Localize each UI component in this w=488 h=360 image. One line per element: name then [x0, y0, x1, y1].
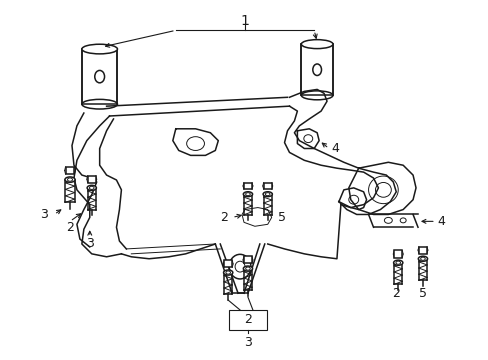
Text: 3: 3	[41, 208, 48, 221]
Text: 2: 2	[66, 221, 74, 234]
Bar	[263, 183, 271, 189]
Ellipse shape	[223, 270, 232, 275]
Bar	[393, 251, 402, 258]
Text: 5: 5	[418, 287, 426, 300]
Ellipse shape	[245, 267, 250, 270]
Text: 5: 5	[277, 211, 285, 224]
Text: 4: 4	[330, 142, 338, 155]
Bar	[65, 167, 74, 174]
Ellipse shape	[312, 64, 321, 76]
Text: 1: 1	[240, 14, 249, 27]
Ellipse shape	[301, 40, 332, 49]
Bar	[87, 176, 96, 183]
Ellipse shape	[265, 193, 269, 196]
Text: 2: 2	[220, 211, 228, 224]
Text: 3: 3	[244, 336, 251, 349]
Ellipse shape	[95, 71, 104, 83]
Ellipse shape	[263, 192, 272, 197]
Text: 2: 2	[244, 313, 251, 326]
Ellipse shape	[243, 266, 252, 271]
Ellipse shape	[89, 186, 94, 189]
Ellipse shape	[225, 271, 230, 274]
Ellipse shape	[393, 260, 402, 265]
Ellipse shape	[87, 185, 96, 190]
Ellipse shape	[67, 178, 72, 181]
Ellipse shape	[245, 193, 250, 196]
Ellipse shape	[395, 261, 400, 264]
Bar	[244, 183, 251, 189]
Ellipse shape	[417, 256, 427, 261]
Bar	[229, 310, 266, 330]
Bar	[224, 260, 232, 267]
Bar	[81, 49, 117, 104]
Ellipse shape	[65, 177, 75, 182]
Text: 3: 3	[86, 238, 94, 251]
Ellipse shape	[420, 257, 425, 260]
Ellipse shape	[81, 44, 117, 54]
Ellipse shape	[243, 192, 252, 197]
Text: 4: 4	[437, 215, 445, 228]
Bar	[244, 256, 251, 264]
Bar	[418, 247, 426, 254]
Bar	[301, 44, 332, 95]
Text: 2: 2	[391, 287, 399, 300]
